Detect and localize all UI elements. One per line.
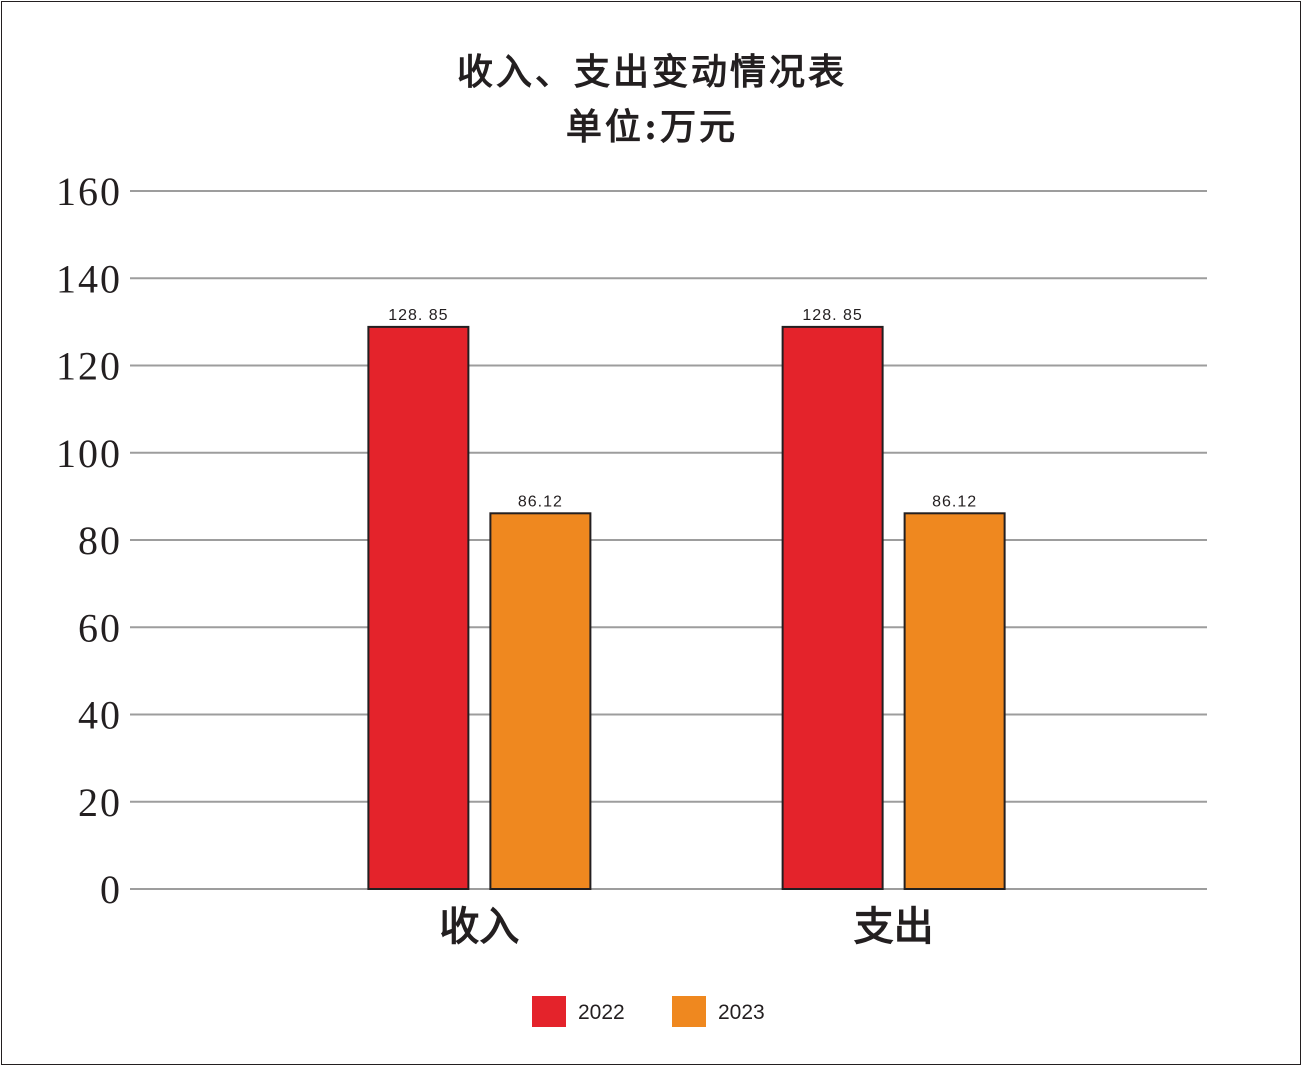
x-tick-label: 支出	[854, 904, 934, 950]
y-tick-label: 120	[56, 344, 122, 389]
data-label: 86.12	[518, 493, 563, 510]
y-tick-label: 100	[56, 431, 122, 476]
legend-label: 2022	[578, 1001, 625, 1024]
legend-swatch	[672, 996, 706, 1027]
legend-label: 2023	[718, 1001, 765, 1024]
bar	[903, 512, 1006, 890]
bar	[781, 325, 884, 891]
chart-title: 收入、支出变动情况表	[456, 51, 847, 93]
legend-swatch	[532, 996, 566, 1027]
y-tick-label: 80	[78, 518, 122, 563]
data-label: 128. 85	[388, 307, 448, 324]
y-tick-label: 20	[78, 780, 122, 825]
data-label: 128. 85	[802, 307, 862, 324]
y-tick-label: 140	[56, 256, 122, 301]
y-tick-label: 60	[78, 605, 122, 650]
y-tick-label: 0	[100, 867, 122, 912]
data-label: 86.12	[932, 493, 977, 510]
y-tick-label: 40	[78, 693, 122, 738]
x-tick-label: 收入	[439, 904, 519, 950]
chart-subtitle: 单位:万元	[565, 106, 739, 148]
bar	[489, 512, 592, 890]
bar	[367, 325, 470, 891]
y-tick-label: 160	[56, 169, 122, 214]
